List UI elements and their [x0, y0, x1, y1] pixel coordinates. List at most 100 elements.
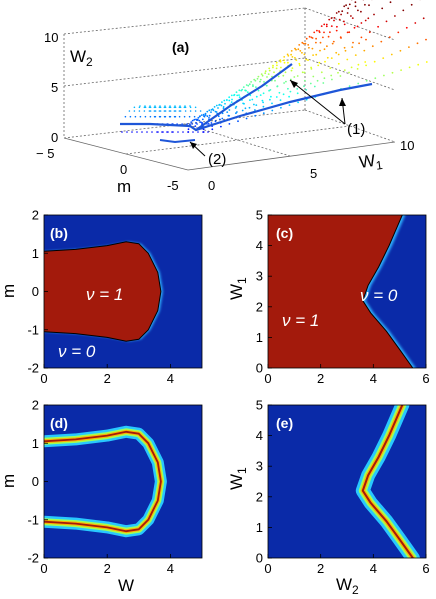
panel-a-surface-dot-169	[268, 69, 271, 72]
panel-a-surface-dot-194	[305, 98, 308, 101]
panel-a-surface-dot-200	[286, 53, 289, 56]
panel-a-surface-dot-319	[340, 13, 342, 16]
panel-a-surface-dot-234	[319, 41, 322, 44]
panel-b-region-label-outside: ν = 0	[58, 342, 96, 361]
panel-a-surface-dot-16	[194, 125, 197, 127]
panel-a-surface-dot-331	[337, 53, 340, 56]
panel-a-ztick-0: 0	[51, 130, 58, 145]
panel-a-surface-dot-248	[323, 31, 325, 34]
panel-a-surface-dot-403	[425, 38, 427, 41]
panel-a-surface-dot-90	[228, 114, 231, 117]
panel-a-surface-dot-486	[168, 106, 171, 109]
panel-a-surface-dot-273	[315, 41, 317, 44]
ticks-c-ytick-label-1: 4	[256, 238, 263, 253]
panel-a-surface-dot-176	[293, 76, 296, 78]
panel-a-surface-dot-191	[301, 71, 304, 74]
panel-a-surface-dot-196	[276, 85, 279, 88]
panel-a-surface-dot-64	[218, 103, 221, 106]
panel-a-3d-plot: (a) (1) (2) W2 10 5 0 m − 5 0 -5 W1 0 5 …	[36, 0, 428, 196]
panel-a-surface-dot-23	[204, 114, 207, 116]
panel-a-surface-dot-114	[255, 86, 257, 88]
panel-a-surface-dot-440	[139, 115, 142, 118]
panel-a-surface-dot-501	[193, 115, 196, 118]
panel-a-surface-dot-431	[143, 106, 146, 109]
panel-a-surface-dot-258	[308, 46, 310, 49]
panel-a-surface-dot-253	[339, 75, 342, 77]
panel-a-surface-dot-508	[178, 106, 181, 109]
panel-a-surface-dot-294	[351, 17, 354, 19]
panel-a-surface-dot-347	[346, 31, 349, 34]
panel-a-surface-dot-314	[374, 77, 377, 80]
panel-a-surface-dot-342	[388, 36, 391, 38]
panel-a-surface-dot-278	[338, 18, 341, 21]
panel-a-surface-dot-103	[254, 109, 256, 111]
panel-a-surface-dot-141	[260, 73, 263, 75]
panel-a-surface-dot-175	[290, 69, 293, 72]
panel-c-ticks: 0 2 4 6 5 4 3 2 1 0	[256, 208, 430, 387]
panel-a-surface-dot-481	[187, 131, 189, 133]
panel-a-surface-dot-32	[201, 118, 204, 121]
ticks-d-ytick-label-4: -2	[27, 551, 39, 566]
panel-a-surface-dot-407	[124, 115, 127, 118]
panel-a-surface-dot-195	[275, 96, 278, 98]
panel-a-surface-dot-480	[186, 123, 188, 125]
panel-a-surface-dot-341	[385, 20, 388, 23]
panel-a-surface-dot-235	[323, 48, 326, 51]
panel-a-surface-dot-359	[400, 69, 402, 71]
panel-a-surface-dot-154	[261, 74, 264, 77]
panel-a-surface-dot-160	[282, 74, 285, 77]
panel-a-surface-dot-512	[198, 115, 201, 118]
panel-a-surface-dot-304	[333, 19, 335, 22]
panel-a-surface-dot-199	[283, 59, 285, 61]
ticks-b-xtick-label-1: 2	[104, 371, 111, 386]
panel-a-surface-dot-250	[331, 42, 334, 45]
panel-a-xtick-5: 5	[310, 166, 317, 181]
panel-a-surface-dot-118	[262, 105, 265, 108]
panel-a-surface-dot-172	[279, 60, 282, 63]
panel-d-label: (d)	[50, 415, 68, 431]
panel-a-surface-dot-327	[380, 40, 383, 43]
panel-a-surface-dot-459	[177, 131, 179, 133]
panel-a-surface-dot-521	[194, 106, 197, 109]
panel-a-surface-dot-475	[163, 106, 166, 109]
panel-a-surface-dot-18	[196, 119, 198, 122]
panel-a-surface-dot-349	[354, 1, 357, 4]
panel-a-surface-dot-299	[365, 79, 368, 82]
panel-a-surface-dot-485	[163, 110, 166, 112]
panel-a-surface-dot-462	[149, 115, 152, 118]
panel-a-surface-dot-112	[248, 83, 251, 86]
panel-a-surface-dot-223	[322, 82, 325, 84]
panel-a-surface-dot-473	[154, 115, 157, 118]
panel-a-surface-dot-386	[410, 3, 413, 6]
panel-a-surface-dot-142	[264, 72, 267, 75]
panel-a-surface-dot-87	[244, 107, 247, 110]
panel-a-surface-dot-221	[318, 61, 321, 64]
panel-a-surface-dot-373	[408, 46, 410, 48]
panel-a-surface-dot-72	[236, 111, 238, 113]
panel-a-surface-dot-62	[215, 111, 218, 113]
panel-a-surface-dot-409	[133, 106, 136, 109]
panel-a-surface-dot-287	[319, 49, 321, 52]
panel-a-surface-dot-429	[134, 115, 137, 118]
panel-a-surface-dot-138	[252, 85, 254, 88]
panel-a-surface-dot-36	[208, 109, 211, 112]
panel-a-ztick-5: 5	[51, 80, 58, 95]
panel-a-surface-dot-34	[204, 112, 207, 115]
panel-a-surface-dot-328	[382, 57, 385, 59]
panel-a-surface-dot-50	[213, 106, 216, 108]
panel-a-surface-dot-242	[298, 62, 301, 65]
panel-c-heatmap: (c) ν = 1 ν = 0 W1 0 2 4 6 5 4 3 2 1 0	[227, 208, 430, 387]
panel-a-surface-dot-270	[309, 82, 312, 85]
panel-a-surface-dot-387	[414, 22, 417, 24]
panel-a-surface-dot-292	[341, 10, 344, 13]
panel-a-surface-dot-495	[164, 115, 167, 118]
panel-c-label: (c)	[276, 225, 293, 241]
panel-a-surface-dot-469	[181, 123, 183, 125]
panel-a-surface-dot-102	[253, 103, 255, 106]
panel-a-surface-dot-438	[136, 131, 138, 133]
panel-a-surface-dot-158	[275, 67, 278, 70]
panel-a-surface-dot-192	[304, 79, 306, 82]
panel-a-surface-dot-293	[346, 12, 349, 14]
panel-a-surface-dot-333	[343, 20, 345, 23]
panel-a-surface-dot-272	[312, 54, 314, 56]
